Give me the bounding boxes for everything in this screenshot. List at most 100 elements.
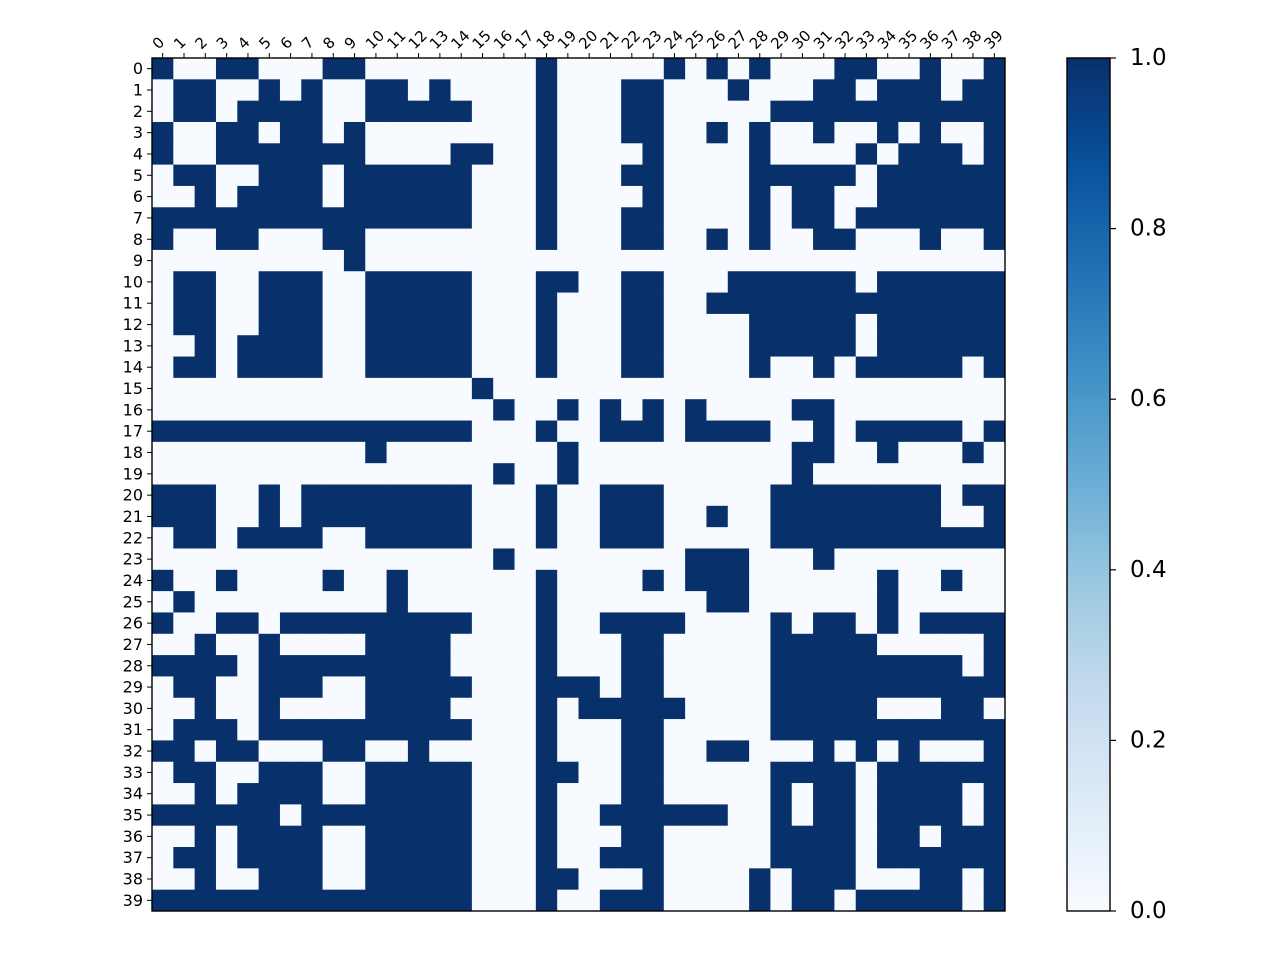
heatmap-cell [258, 79, 281, 101]
heatmap-cell [642, 548, 665, 571]
heatmap-cell [791, 676, 814, 699]
heatmap-cell [898, 825, 921, 848]
heatmap-cell [258, 164, 281, 187]
heatmap-cell [152, 719, 174, 741]
heatmap-cell [898, 484, 921, 507]
heatmap-cell [514, 868, 537, 891]
heatmap-cell [557, 249, 579, 272]
heatmap-cell [578, 58, 601, 80]
heatmap-cell [343, 804, 366, 827]
y-tick-label: 20 [123, 486, 143, 505]
heatmap-cell [813, 527, 835, 549]
heatmap-cell [429, 207, 451, 229]
heatmap-cell [514, 377, 537, 400]
heatmap-cell [535, 356, 558, 379]
heatmap-cell [194, 548, 217, 571]
heatmap-cell [813, 292, 835, 315]
heatmap-cell [557, 356, 579, 379]
heatmap-cell [578, 79, 601, 101]
heatmap-cell [685, 569, 707, 592]
heatmap-cell [493, 207, 515, 229]
heatmap-cell [919, 228, 942, 251]
heatmap-cell [279, 185, 302, 208]
heatmap-cell [557, 164, 579, 187]
heatmap-cell [343, 612, 366, 635]
heatmap-cell [621, 185, 643, 208]
heatmap-cells [152, 58, 1006, 912]
heatmap-cell [407, 697, 430, 720]
heatmap-cell [919, 868, 942, 891]
heatmap-cell [173, 292, 195, 315]
heatmap-cell [152, 505, 174, 528]
heatmap-cell [749, 548, 771, 571]
heatmap-cell [493, 527, 515, 549]
heatmap-cell [194, 633, 217, 656]
heatmap-cell [194, 463, 217, 485]
heatmap-cell [663, 633, 686, 656]
heatmap-cell [578, 441, 601, 464]
heatmap-cell [493, 548, 515, 571]
heatmap-cell [791, 143, 814, 165]
heatmap-cell [386, 121, 409, 144]
heatmap-cell [258, 207, 281, 229]
heatmap-cell [343, 655, 366, 677]
heatmap-cell [685, 185, 707, 208]
heatmap-cell [343, 868, 366, 891]
heatmap-cell [941, 719, 963, 741]
heatmap-cell [983, 868, 1006, 891]
heatmap-cell [365, 740, 387, 763]
heatmap-cell [834, 377, 857, 400]
heatmap-cell [877, 207, 899, 229]
heatmap-cell [365, 377, 387, 400]
heatmap-cell [279, 313, 302, 336]
heatmap-cell [898, 292, 921, 315]
heatmap-cell [557, 633, 579, 656]
heatmap-cell [834, 804, 857, 827]
heatmap-cell [514, 399, 537, 421]
heatmap-cell [813, 484, 835, 507]
heatmap-cell [749, 868, 771, 891]
heatmap-cell [962, 591, 985, 613]
heatmap-cell [258, 548, 281, 571]
heatmap-cell [727, 121, 750, 144]
heatmap-cell [727, 868, 750, 891]
heatmap-cell [685, 719, 707, 741]
heatmap-cell [834, 249, 857, 272]
heatmap-cell [578, 527, 601, 549]
heatmap-cell [493, 868, 515, 891]
heatmap-cell [962, 633, 985, 656]
heatmap-cell [343, 271, 366, 293]
heatmap-cell [450, 335, 473, 357]
heatmap-cell [343, 377, 366, 400]
heatmap-cell [791, 527, 814, 549]
heatmap-cell [450, 463, 473, 485]
heatmap-cell [578, 185, 601, 208]
heatmap-cell [493, 569, 515, 592]
heatmap-cell [535, 121, 558, 144]
heatmap-cell [727, 441, 750, 464]
heatmap-cell [834, 548, 857, 571]
heatmap-cell [365, 463, 387, 485]
heatmap-cell [322, 612, 345, 635]
heatmap-cell [813, 847, 835, 869]
heatmap-cell [535, 484, 558, 507]
heatmap-cell [493, 228, 515, 251]
heatmap-cell [877, 591, 899, 613]
heatmap-cell [663, 612, 686, 635]
heatmap-cell [791, 740, 814, 763]
heatmap-cell [941, 420, 963, 443]
heatmap-cell [450, 505, 473, 528]
heatmap-cell [941, 569, 963, 592]
heatmap-cell [962, 868, 985, 891]
heatmap-cell [557, 484, 579, 507]
heatmap-cell [599, 505, 622, 528]
heatmap-cell [343, 121, 366, 144]
heatmap-cell [471, 889, 494, 912]
heatmap-cell [749, 697, 771, 720]
heatmap-cell [365, 804, 387, 827]
heatmap-cell [578, 100, 601, 123]
heatmap-cell [279, 164, 302, 187]
heatmap-cell [215, 377, 238, 400]
heatmap-cell [215, 207, 238, 229]
heatmap-cell [386, 783, 409, 805]
